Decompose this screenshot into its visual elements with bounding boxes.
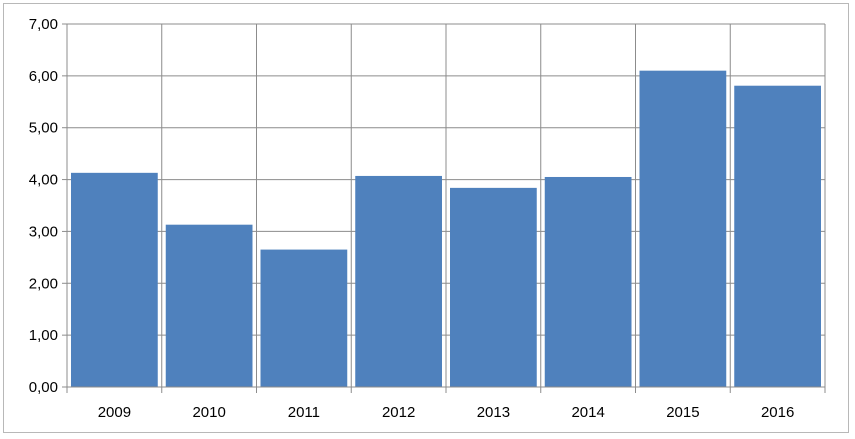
x-tick-labels: 2009 2010 2011 2012 2013 2014 2015 2016: [98, 404, 795, 421]
x-tick-label: 2010: [192, 404, 225, 421]
bars: [71, 70, 821, 388]
axes: [62, 23, 826, 393]
y-tick-label: 3,00: [29, 223, 58, 240]
bar-2015: [639, 70, 727, 388]
bar-2010: [165, 224, 253, 387]
bar-2009: [71, 172, 158, 387]
bar-2011: [260, 249, 348, 387]
bar-2012: [355, 175, 442, 387]
x-tick-label: 2011: [288, 404, 320, 421]
y-tick-label: 0,00: [29, 379, 58, 396]
y-tick-label: 2,00: [29, 275, 58, 292]
y-tick-label: 1,00: [29, 327, 58, 344]
x-tick-label: 2014: [571, 404, 604, 421]
bar-2014: [544, 176, 632, 387]
bar-2016: [734, 85, 821, 388]
x-tick-label: 2015: [666, 404, 699, 421]
bar-2013: [450, 187, 537, 387]
x-tick-label: 2013: [477, 404, 510, 421]
y-tick-labels: 0,00 1,00 2,00 3,00 4,00 5,00 6,00 7,00: [29, 16, 58, 396]
y-tick-label: 4,00: [29, 172, 58, 189]
x-tick-label: 2016: [761, 404, 794, 421]
y-tick-label: 6,00: [29, 68, 58, 85]
x-tick-label: 2009: [98, 404, 131, 421]
y-tick-label: 7,00: [29, 16, 58, 33]
x-tick-label: 2012: [382, 404, 415, 421]
y-tick-label: 5,00: [29, 120, 58, 137]
